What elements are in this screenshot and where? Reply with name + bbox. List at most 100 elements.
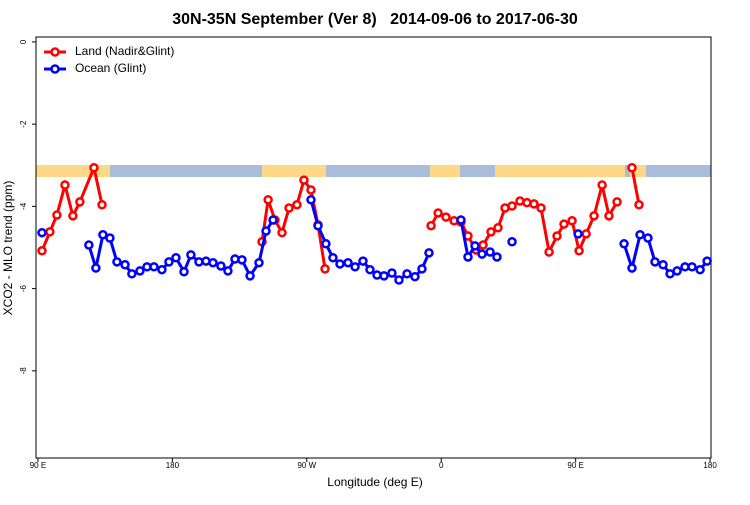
- data-point: [223, 266, 233, 276]
- data-point: [485, 247, 495, 257]
- data-point: [426, 220, 436, 231]
- data-point: [171, 253, 181, 263]
- y-tick-label: -6: [19, 285, 28, 293]
- data-point: [402, 269, 412, 279]
- data-point: [619, 239, 629, 249]
- data-point: [410, 271, 420, 282]
- data-point: [216, 261, 226, 271]
- data-point: [627, 263, 637, 273]
- data-point: [149, 262, 159, 272]
- chart-title: 30N-35N September (Ver 8) 2014-09-06 to …: [172, 11, 578, 28]
- data-point: [612, 197, 622, 207]
- data-point: [37, 246, 47, 256]
- data-point: [470, 241, 480, 251]
- data-point: [635, 230, 645, 240]
- data-point: [394, 275, 404, 285]
- x-tick-label: 0: [439, 461, 444, 470]
- legend-label: Land (Nadir&Glint): [75, 44, 174, 58]
- data-point: [112, 257, 122, 267]
- data-point: [417, 264, 427, 274]
- legend-label: Ocean (Glint): [75, 61, 146, 75]
- data-point: [157, 264, 167, 275]
- data-point: [581, 229, 591, 239]
- data-point: [358, 256, 368, 266]
- land-band: [495, 165, 625, 177]
- data-point: [98, 230, 108, 240]
- y-tick-label: -8: [19, 367, 28, 375]
- data-point: [627, 162, 637, 173]
- data-point: [702, 256, 712, 266]
- x-tick-label: 180: [703, 461, 717, 470]
- data-point: [478, 240, 488, 250]
- data-point: [477, 249, 487, 259]
- data-point: [89, 162, 99, 173]
- data-point: [105, 233, 115, 243]
- data-point: [91, 263, 101, 273]
- data-point: [573, 229, 583, 239]
- data-point: [208, 257, 218, 268]
- data-point: [135, 266, 145, 276]
- data-point: [567, 216, 577, 226]
- data-point: [186, 250, 196, 260]
- data-point: [350, 262, 360, 272]
- land-band: [430, 165, 460, 177]
- data-point: [52, 210, 62, 220]
- data-point: [320, 264, 330, 274]
- y-tick-label: -2: [19, 120, 28, 128]
- data-point: [650, 257, 660, 267]
- data-point: [179, 267, 189, 277]
- data-point: [45, 227, 55, 237]
- data-point: [343, 257, 353, 268]
- data-point: [75, 197, 85, 207]
- data-point: [658, 260, 668, 270]
- x-tick-label: 90 E: [30, 461, 46, 470]
- data-point: [84, 240, 94, 250]
- data-point: [559, 219, 569, 229]
- data-point: [284, 203, 294, 213]
- x-axis-label: Longitude (deg E): [327, 475, 422, 489]
- data-point: [365, 264, 375, 275]
- data-point: [441, 212, 451, 222]
- legend-marker: [50, 64, 60, 74]
- data-point: [493, 223, 503, 233]
- data-point: [536, 203, 546, 213]
- data-point: [507, 236, 517, 247]
- y-tick-label: 0: [19, 39, 28, 44]
- data-point: [120, 260, 130, 270]
- data-point: [486, 227, 496, 237]
- data-point: [37, 227, 47, 238]
- land-band: [36, 165, 110, 177]
- data-point: [507, 201, 517, 211]
- data-point: [456, 215, 466, 225]
- data-point: [544, 247, 554, 257]
- data-point: [643, 233, 653, 243]
- data-point: [589, 211, 599, 221]
- data-point: [604, 211, 614, 221]
- data-point: [552, 231, 562, 241]
- data-point: [695, 264, 705, 275]
- data-point: [321, 239, 331, 249]
- data-point: [245, 271, 255, 281]
- data-point: [306, 195, 316, 205]
- data-point: [277, 227, 287, 238]
- data-point: [60, 180, 70, 190]
- data-point: [306, 185, 316, 195]
- data-point: [672, 266, 682, 276]
- data-point: [387, 268, 397, 278]
- data-point: [268, 215, 278, 225]
- data-point: [313, 220, 323, 231]
- data-point: [574, 246, 584, 256]
- data-point: [597, 180, 607, 190]
- x-tick-label: 90 E: [567, 461, 583, 470]
- data-point: [687, 262, 697, 272]
- data-point: [164, 257, 174, 267]
- land-band: [262, 165, 326, 177]
- data-point: [127, 269, 137, 279]
- plot-frame: [35, 36, 712, 459]
- data-point: [379, 271, 389, 281]
- legend-marker: [50, 47, 60, 57]
- data-point: [529, 199, 539, 209]
- data-point: [68, 211, 78, 221]
- data-point: [463, 252, 473, 262]
